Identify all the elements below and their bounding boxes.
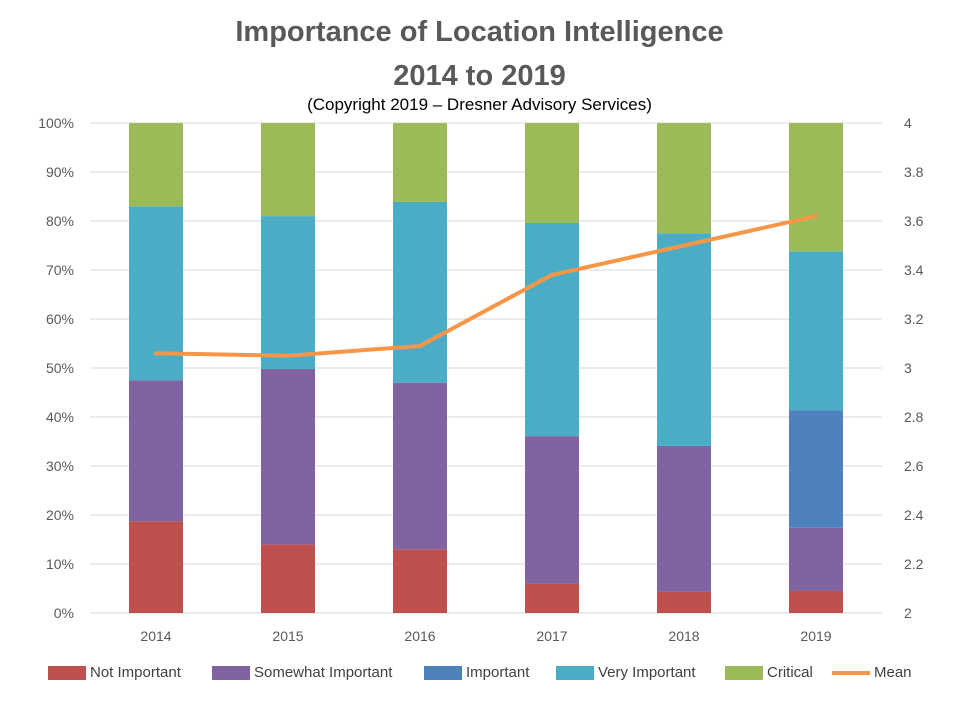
y-tick-label: 30%: [46, 458, 74, 474]
legend-swatch: [832, 670, 870, 675]
bar-somewhat-important-2016: [393, 382, 447, 550]
legend-item-not-important: Not Important: [48, 664, 181, 681]
legend-label: Somewhat Important: [254, 664, 393, 681]
bar-critical-2017: [525, 123, 579, 223]
y-tick-label: 80%: [46, 213, 74, 229]
legend-swatch: [725, 665, 763, 680]
y2-tick-label: 3.6: [904, 213, 924, 229]
bar-stacks: [129, 123, 843, 613]
bar-somewhat-important-2017: [525, 436, 579, 584]
bar-not-important-2015: [261, 544, 315, 613]
bar-somewhat-important-2015: [261, 368, 315, 545]
y-tick-label: 70%: [46, 262, 74, 278]
x-axis: 2014 2015 2016 2017 2018 2019: [140, 628, 831, 644]
bar-very-important-2016: [393, 201, 447, 383]
y2-tick-label: 2: [904, 605, 912, 621]
chart-title-line2: 2014 to 2019: [393, 60, 566, 92]
bar-not-important-2016: [393, 549, 447, 613]
legend: Not Important Somewhat Important Important…: [0, 664, 959, 688]
y-tick-label: 50%: [46, 360, 74, 376]
legend-item-mean: Mean: [832, 664, 912, 681]
legend-swatch: [556, 665, 594, 680]
bar-important-2019: [789, 410, 843, 528]
y2-tick-label: 3.2: [904, 311, 924, 327]
y2-tick-label: 3.4: [904, 262, 924, 278]
y2-tick-label: 2.2: [904, 556, 924, 572]
legend-label: Important: [466, 664, 530, 681]
legend-item-very-important: Very Important: [556, 664, 696, 681]
bar-somewhat-important-2014: [129, 380, 183, 522]
bar-very-important-2015: [261, 216, 315, 369]
bar-critical-2014: [129, 123, 183, 207]
bar-not-important-2018: [657, 591, 711, 613]
legend-swatch: [48, 665, 86, 680]
bar-critical-2016: [393, 123, 447, 202]
y2-tick-label: 2.8: [904, 409, 924, 425]
y-tick-label: 90%: [46, 164, 74, 180]
legend-label: Not Important: [90, 664, 181, 681]
legend-label: Mean: [874, 664, 912, 681]
x-tick-label: 2016: [404, 628, 435, 644]
chart-title-line1: Importance of Location Intelligence: [235, 16, 724, 48]
legend-label: Very Important: [598, 664, 696, 681]
y-tick-label: 20%: [46, 507, 74, 523]
y2-tick-label: 2.6: [904, 458, 924, 474]
bar-critical-2015: [261, 123, 315, 217]
y-tick-label: 100%: [38, 115, 74, 131]
bar-very-important-2014: [129, 206, 183, 381]
bar-critical-2018: [657, 123, 711, 234]
y-tick-label: 60%: [46, 311, 74, 327]
legend-item-important: Important: [424, 664, 529, 681]
legend-swatch: [424, 665, 462, 680]
bar-somewhat-important-2019: [789, 527, 843, 591]
bar-very-important-2018: [657, 233, 711, 446]
y-tick-label: 0%: [54, 605, 74, 621]
chart-subtitle: (Copyright 2019 – Dresner Advisory Servi…: [307, 95, 652, 114]
y2-tick-label: 3: [904, 360, 912, 376]
y2-tick-label: 4: [904, 115, 912, 131]
y-axis-left: 0% 10% 20% 30% 40% 50% 60% 70% 80% 90% 100%: [38, 115, 74, 621]
legend-label: Critical: [767, 664, 813, 681]
gridlines: [90, 122, 882, 614]
y-tick-label: 40%: [46, 409, 74, 425]
legend-item-somewhat-important: Somewhat Important: [212, 664, 392, 681]
bar-very-important-2019: [789, 251, 843, 411]
legend-item-critical: Critical: [725, 664, 813, 681]
mean-line: [154, 214, 818, 358]
x-tick-label: 2018: [668, 628, 699, 644]
y2-tick-label: 2.4: [904, 507, 924, 523]
x-tick-label: 2014: [140, 628, 171, 644]
bar-critical-2019: [789, 123, 843, 252]
y-tick-label: 10%: [46, 556, 74, 572]
bar-not-important-2017: [525, 583, 579, 613]
bar-not-important-2014: [129, 521, 183, 613]
x-tick-label: 2015: [272, 628, 303, 644]
bar-not-important-2019: [789, 590, 843, 613]
bar-very-important-2017: [525, 222, 579, 437]
y-axis-right: 2 2.2 2.4 2.6 2.8 3 3.2 3.4 3.6 3.8 4: [904, 115, 924, 621]
x-tick-label: 2017: [536, 628, 567, 644]
x-tick-label: 2019: [800, 628, 831, 644]
y2-tick-label: 3.8: [904, 164, 924, 180]
legend-swatch: [212, 665, 250, 680]
bar-somewhat-important-2018: [657, 445, 711, 592]
mean-line-layer: [154, 214, 818, 358]
